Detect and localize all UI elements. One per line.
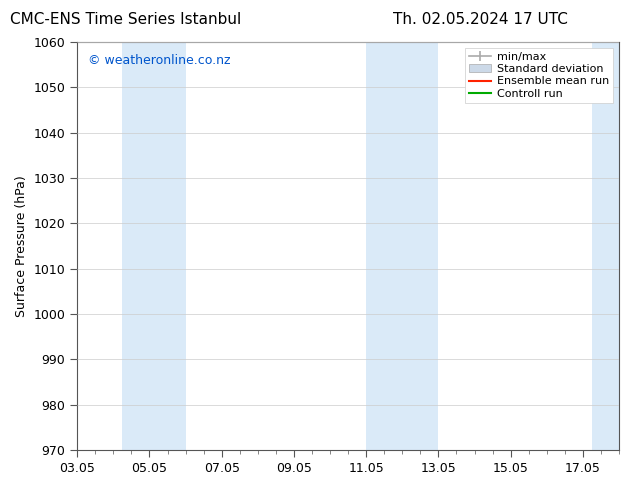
Text: © weatheronline.co.nz: © weatheronline.co.nz (88, 54, 231, 67)
Text: CMC-ENS Time Series Istanbul: CMC-ENS Time Series Istanbul (10, 12, 241, 27)
Y-axis label: Surface Pressure (hPa): Surface Pressure (hPa) (15, 175, 28, 317)
Legend: min/max, Standard deviation, Ensemble mean run, Controll run: min/max, Standard deviation, Ensemble me… (465, 48, 614, 103)
Bar (366, 42, 439, 450)
Bar (592, 42, 619, 450)
Text: Th. 02.05.2024 17 UTC: Th. 02.05.2024 17 UTC (393, 12, 568, 27)
Bar (122, 42, 186, 450)
